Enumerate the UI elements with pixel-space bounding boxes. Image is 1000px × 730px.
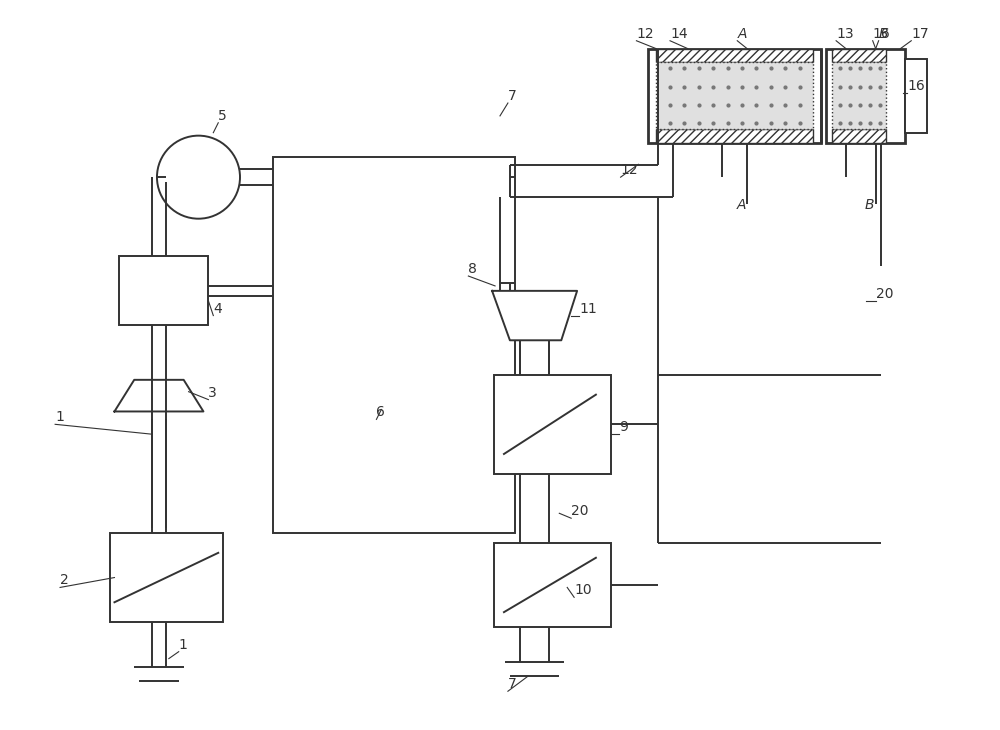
Text: 12: 12	[636, 27, 654, 41]
Text: 12: 12	[621, 164, 638, 177]
Bar	[832, 49, 886, 63]
Text: 17: 17	[911, 27, 929, 41]
Text: 13: 13	[836, 27, 854, 41]
Text: 20: 20	[876, 287, 893, 301]
Bar	[832, 63, 886, 128]
Polygon shape	[114, 380, 203, 412]
Text: 16: 16	[907, 79, 925, 93]
Bar	[656, 49, 813, 63]
Text: 3: 3	[208, 385, 217, 399]
Bar	[119, 256, 208, 326]
Text: 14: 14	[670, 27, 688, 41]
Bar	[905, 58, 927, 133]
Text: 16: 16	[873, 27, 890, 41]
Bar	[832, 128, 886, 142]
Text: A: A	[736, 198, 746, 212]
Polygon shape	[492, 291, 577, 340]
Bar	[273, 158, 515, 533]
Bar	[656, 128, 813, 142]
Text: 4: 4	[213, 301, 222, 315]
Bar	[648, 49, 821, 142]
Text: B: B	[879, 27, 888, 41]
Text: 10: 10	[574, 583, 592, 597]
Text: 1: 1	[55, 410, 64, 424]
Text: 5: 5	[218, 109, 227, 123]
Text: 11: 11	[579, 301, 597, 315]
Text: 2: 2	[60, 574, 69, 588]
Text: 1: 1	[179, 638, 188, 652]
Bar	[826, 49, 905, 142]
Text: 20: 20	[571, 504, 589, 518]
Text: 7: 7	[508, 677, 517, 691]
Text: 9: 9	[619, 420, 628, 434]
Text: 7: 7	[508, 89, 517, 103]
Text: 8: 8	[468, 262, 477, 276]
Bar	[494, 375, 611, 474]
Text: 6: 6	[376, 405, 385, 419]
Bar	[494, 543, 611, 627]
Bar	[110, 533, 223, 622]
Bar	[656, 63, 813, 128]
Text: B: B	[865, 198, 874, 212]
Text: A: A	[737, 27, 747, 41]
